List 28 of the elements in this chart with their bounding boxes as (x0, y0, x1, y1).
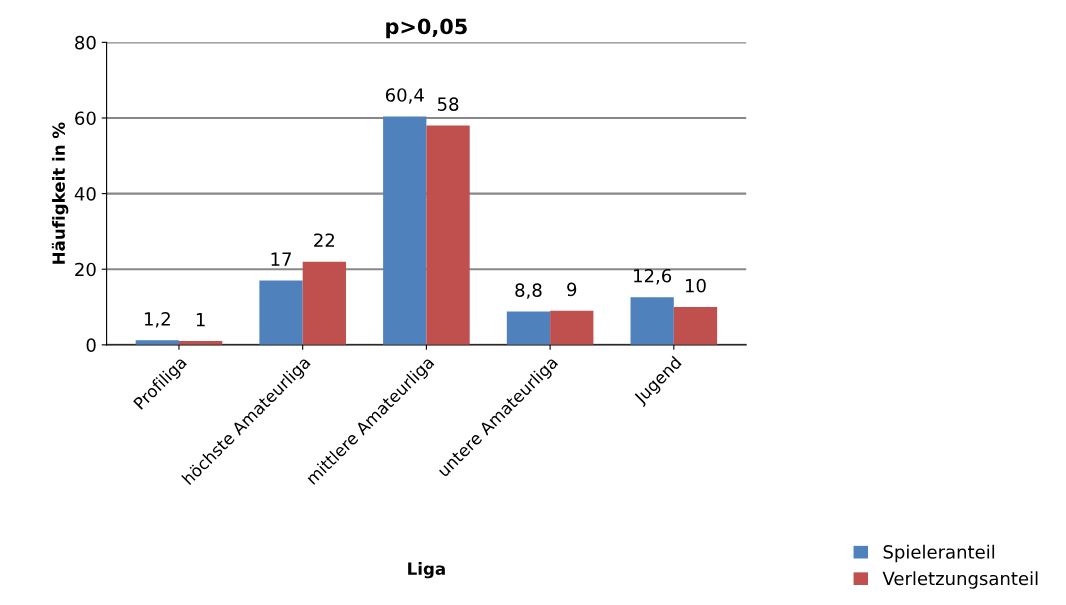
y-tick-label: 60 (75, 111, 96, 126)
bar (550, 310, 594, 345)
y-tick-label: 0 (86, 338, 96, 352)
data-label: 1 (196, 313, 205, 327)
y-axis-title: Häufigkeit in % (51, 122, 69, 264)
y-tick-label: 40 (74, 187, 96, 201)
bar (426, 125, 470, 345)
data-label: 1,2 (144, 312, 170, 328)
y-tick-label: 80 (75, 35, 96, 50)
data-label: 12,6 (634, 268, 672, 285)
data-label: 17 (271, 252, 291, 266)
data-label: 8,8 (515, 283, 542, 299)
bar (673, 307, 718, 345)
bar (630, 297, 674, 345)
data-label: 22 (314, 233, 335, 247)
data-label: 60,4 (385, 88, 424, 104)
legend-label: Verletzungsanteil (882, 571, 1038, 589)
data-label: 58 (437, 97, 459, 111)
bar (383, 116, 427, 345)
bar (259, 280, 303, 345)
legend-label: Spieleranteil (883, 544, 995, 563)
y-tick-label: 20 (75, 262, 96, 277)
data-label: 9 (567, 282, 577, 297)
bar (302, 261, 346, 345)
bar (506, 311, 551, 345)
data-label: 10 (685, 278, 706, 293)
chart-title: p>0,05 (386, 18, 467, 39)
x-axis-title: Liga (408, 562, 445, 579)
